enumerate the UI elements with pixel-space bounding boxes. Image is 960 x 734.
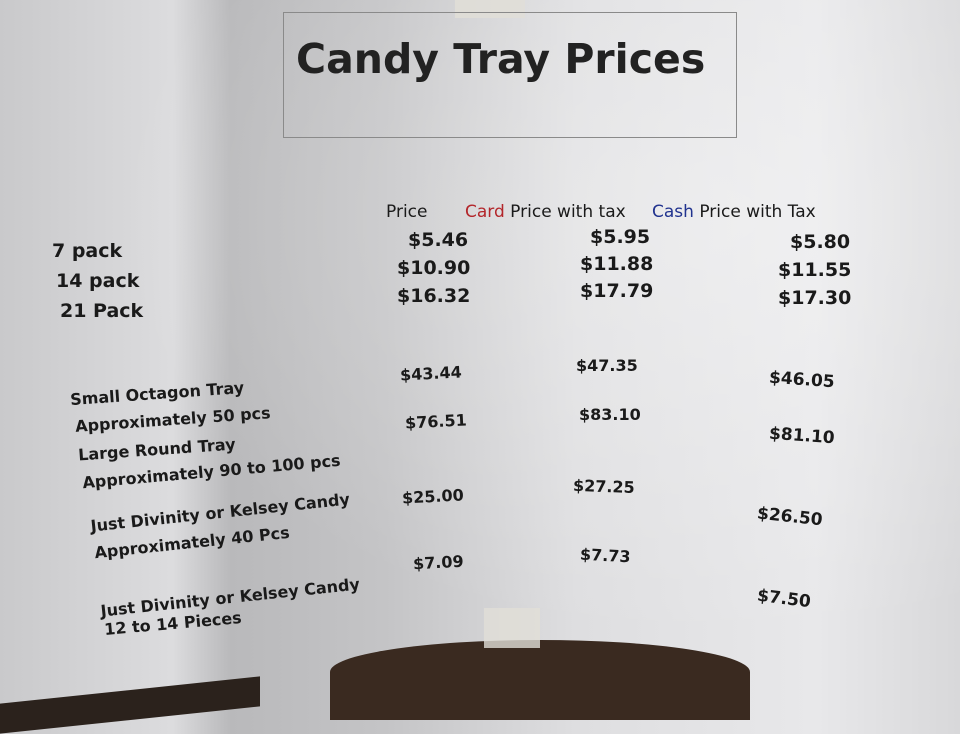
pack-price: $16.32 bbox=[397, 285, 471, 307]
header-cash-word: Cash bbox=[652, 202, 694, 222]
header-price: Price bbox=[386, 202, 428, 222]
tape-bottom bbox=[484, 608, 540, 648]
pack-cash-price: $11.55 bbox=[778, 259, 852, 281]
title-box: Candy Tray Prices bbox=[283, 12, 737, 138]
header-cash: Cash Price with Tax bbox=[652, 202, 816, 222]
pack-price: $5.46 bbox=[408, 229, 469, 251]
item-price: $7.09 bbox=[412, 551, 465, 574]
item-card-price: $27.25 bbox=[572, 475, 636, 498]
item-card-price: $83.10 bbox=[579, 405, 641, 424]
easel-base bbox=[330, 640, 750, 720]
header-card-rest: Price with tax bbox=[504, 202, 626, 222]
pack-card-price: $11.88 bbox=[580, 253, 654, 275]
pack-label: 21 Pack bbox=[60, 300, 144, 322]
pack-card-price: $5.95 bbox=[590, 226, 651, 248]
item-price: $25.00 bbox=[401, 485, 465, 508]
pack-cash-price: $17.30 bbox=[778, 287, 852, 309]
pack-price: $10.90 bbox=[397, 257, 471, 279]
item-price: $76.51 bbox=[404, 410, 468, 433]
tape-top bbox=[455, 0, 525, 18]
header-card-word: Card bbox=[465, 202, 505, 222]
pack-label: 7 pack bbox=[52, 240, 123, 262]
item-card-price: $7.73 bbox=[579, 544, 632, 567]
pack-cash-price: $5.80 bbox=[790, 231, 851, 253]
pack-card-price: $17.79 bbox=[580, 280, 654, 302]
pack-label: 14 pack bbox=[56, 270, 140, 292]
header-card: Card Price with tax bbox=[465, 202, 626, 222]
page-title: Candy Tray Prices bbox=[296, 35, 706, 83]
item-price: $43.44 bbox=[399, 362, 463, 385]
item-card-price: $47.35 bbox=[576, 356, 638, 375]
header-cash-rest: Price with Tax bbox=[693, 202, 816, 222]
